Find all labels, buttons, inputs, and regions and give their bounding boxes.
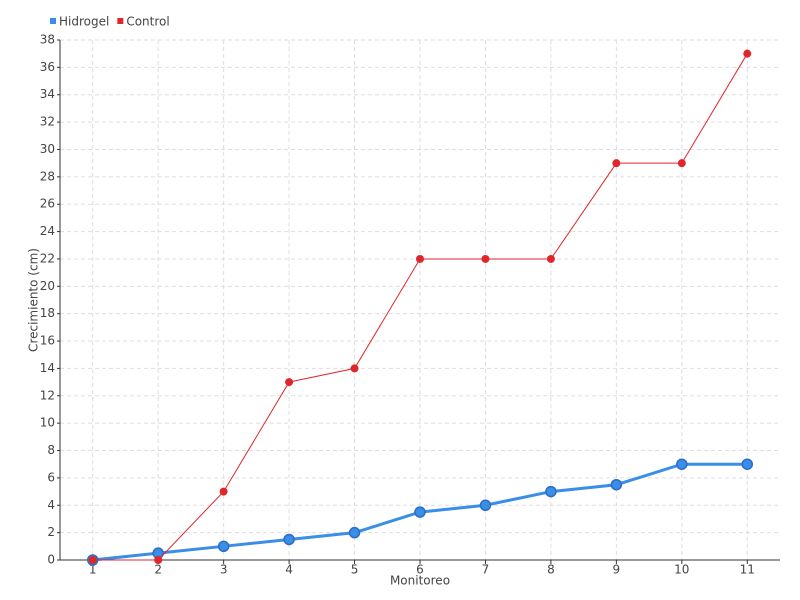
y-tick-label: 20 [40,279,55,293]
data-point [348,526,361,539]
x-tick-label: 10 [674,563,689,577]
legend-swatch [50,18,56,24]
y-tick-label: 24 [40,224,55,238]
y-tick-label: 28 [40,169,55,183]
data-point [285,378,294,387]
x-tick-label: 9 [613,563,621,577]
y-tick-label: 4 [47,498,55,512]
data-point [481,254,490,263]
x-tick-label: 6 [416,563,424,577]
data-point [217,540,230,553]
x-tick-label: 1 [89,563,97,577]
data-point [219,487,228,496]
x-axis-label: Monitoreo [390,574,450,588]
x-tick-label: 5 [351,563,359,577]
legend-label: Control [126,15,169,29]
x-tick-label: 8 [547,563,555,577]
legend-swatch [117,18,124,24]
data-point [416,254,424,263]
y-tick-label: 38 [40,33,55,47]
data-point [610,478,623,491]
data-point [414,506,426,518]
y-tick-label: 32 [40,115,55,129]
data-point [545,485,557,498]
x-tick-label: 11 [740,563,755,577]
x-tick-label: 4 [285,563,293,577]
y-tick-label: 18 [40,306,55,320]
x-tick-label: 2 [154,563,162,577]
y-tick-label: 12 [40,388,55,402]
data-point [741,458,754,470]
y-tick-label: 0 [47,553,55,567]
data-point [677,159,686,168]
y-tick-label: 30 [40,142,55,156]
y-tick-label: 26 [40,197,55,211]
y-tick-label: 6 [47,470,55,484]
legend-label: Hidrogel [59,15,109,29]
y-tick-label: 14 [40,361,55,375]
data-point [676,458,688,470]
y-tick-label: 36 [40,60,55,74]
y-tick-label: 22 [40,251,55,265]
data-point [479,499,492,512]
data-point [283,533,295,546]
data-point [154,556,163,564]
y-tick-label: 16 [40,334,55,348]
data-point [350,364,359,373]
data-point [88,556,97,564]
y-tick-label: 2 [47,525,55,539]
x-tick-label: 7 [482,563,490,577]
y-axis-label: Crecimiento (cm) [27,248,41,352]
data-point [612,159,621,168]
y-tick-label: 8 [47,443,55,457]
x-tick-label: 3 [220,563,228,577]
y-tick-label: 10 [40,416,55,430]
y-tick-label: 34 [40,87,55,101]
data-point [743,49,752,58]
data-point [546,254,555,263]
